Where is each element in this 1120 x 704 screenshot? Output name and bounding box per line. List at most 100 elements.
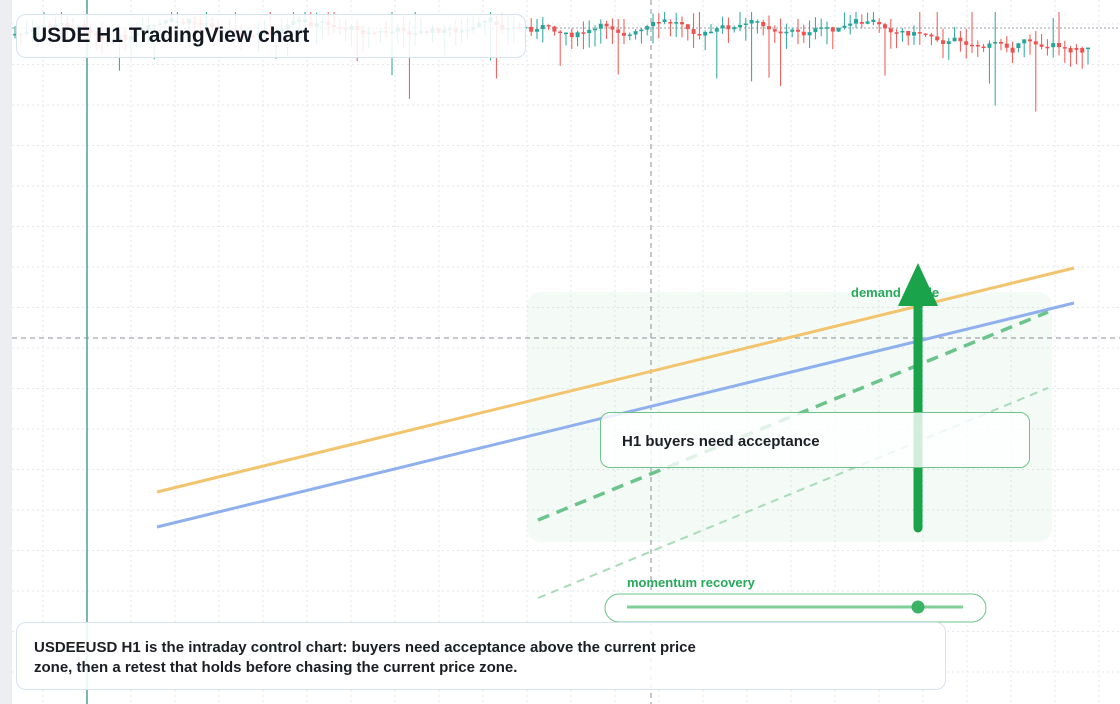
candle-body	[709, 31, 713, 34]
candle-body	[680, 22, 684, 25]
candle-body	[1033, 41, 1038, 45]
candle-body	[772, 29, 777, 32]
candle-body	[627, 34, 632, 37]
candle-body	[888, 28, 893, 33]
candle-body	[1010, 47, 1015, 53]
slider-label: momentum recovery	[627, 575, 755, 590]
left-strip	[0, 0, 12, 704]
candle-body	[778, 31, 783, 34]
candle-body	[651, 21, 655, 27]
candle-body	[662, 19, 667, 23]
projection-path	[537, 387, 1049, 599]
candle-body	[784, 31, 789, 34]
candle-body	[1045, 46, 1050, 49]
candle-body	[616, 29, 621, 33]
candle-body	[1057, 43, 1061, 48]
candle-body	[529, 26, 534, 32]
candle-body	[871, 19, 876, 22]
candle-body	[656, 22, 661, 24]
candle-body	[593, 28, 597, 31]
candle-body	[697, 33, 702, 36]
candle-body	[1004, 43, 1009, 48]
candle-body	[848, 23, 853, 26]
candle-body	[743, 23, 748, 25]
candle-body	[535, 29, 539, 32]
candle-body	[13, 33, 17, 36]
candle-body	[825, 27, 829, 29]
callout-text: H1 buyers need acceptance	[622, 433, 820, 450]
candle-body	[558, 31, 563, 34]
candle-body	[1039, 44, 1044, 47]
candle-body	[894, 32, 899, 34]
candle-body	[703, 31, 708, 36]
candle-body	[900, 30, 905, 33]
candle-body	[935, 36, 940, 41]
candle-body	[993, 41, 998, 44]
candle-body	[912, 32, 916, 36]
candle-body	[633, 31, 638, 35]
candle-body	[691, 29, 696, 34]
candle-body	[564, 32, 568, 35]
candle-body	[1022, 39, 1027, 44]
candle-body	[941, 40, 945, 44]
candle-body	[877, 22, 882, 25]
candle-body	[622, 32, 626, 36]
candle-body	[552, 26, 557, 32]
candle-body	[610, 26, 615, 30]
candle-body	[830, 27, 835, 32]
note-box: USDEEUSD H1 is the intraday control char…	[16, 622, 946, 690]
note-text: USDEEUSD H1 is the intraday control char…	[34, 639, 696, 676]
candle-body	[958, 37, 963, 42]
candle-body	[970, 44, 974, 47]
candle-body	[1051, 43, 1056, 48]
candle-body	[569, 32, 574, 38]
candle-body	[981, 46, 986, 48]
candle-body	[819, 27, 824, 29]
candle-body	[587, 29, 592, 34]
candle-body	[964, 41, 969, 45]
candle-body	[917, 32, 922, 34]
support-path	[537, 310, 1049, 522]
candle-body	[923, 33, 928, 36]
candle-body	[906, 30, 911, 36]
candle-body	[685, 24, 690, 30]
candle-body	[946, 41, 951, 44]
title: USDE H1 TradingView chart	[32, 24, 310, 47]
candle-body	[645, 26, 650, 30]
candle-body	[639, 29, 644, 32]
candle-body	[749, 19, 754, 24]
candle-body	[842, 25, 847, 28]
candle-body	[883, 24, 887, 29]
candle-body	[1016, 43, 1021, 48]
candle-body	[790, 29, 795, 32]
candle-body	[738, 24, 742, 28]
candle-body	[801, 31, 806, 36]
candle-body	[761, 22, 766, 27]
candle-body	[604, 23, 609, 27]
candle-body	[674, 22, 679, 24]
candle-body	[581, 32, 586, 34]
candle-body	[807, 32, 812, 36]
candle-body	[575, 32, 580, 38]
candle-body	[755, 21, 760, 23]
candle-body	[859, 22, 864, 24]
candle-body	[1068, 48, 1073, 53]
candle-body	[854, 19, 858, 24]
candle-body	[929, 34, 934, 37]
candle-body	[726, 25, 731, 30]
candle-body	[720, 25, 725, 29]
candle-body	[1080, 48, 1085, 53]
candle-body	[987, 43, 992, 48]
candle-body	[767, 26, 771, 30]
candle-body	[796, 29, 800, 32]
candle-body	[1028, 39, 1032, 42]
candle-body	[975, 44, 980, 47]
candle-body	[1086, 47, 1090, 50]
candle-body	[865, 21, 870, 24]
candle-body	[999, 41, 1003, 44]
candle-body	[1074, 48, 1079, 50]
candle-body	[732, 27, 737, 30]
callout-box: H1 buyers need acceptance	[600, 412, 1030, 468]
